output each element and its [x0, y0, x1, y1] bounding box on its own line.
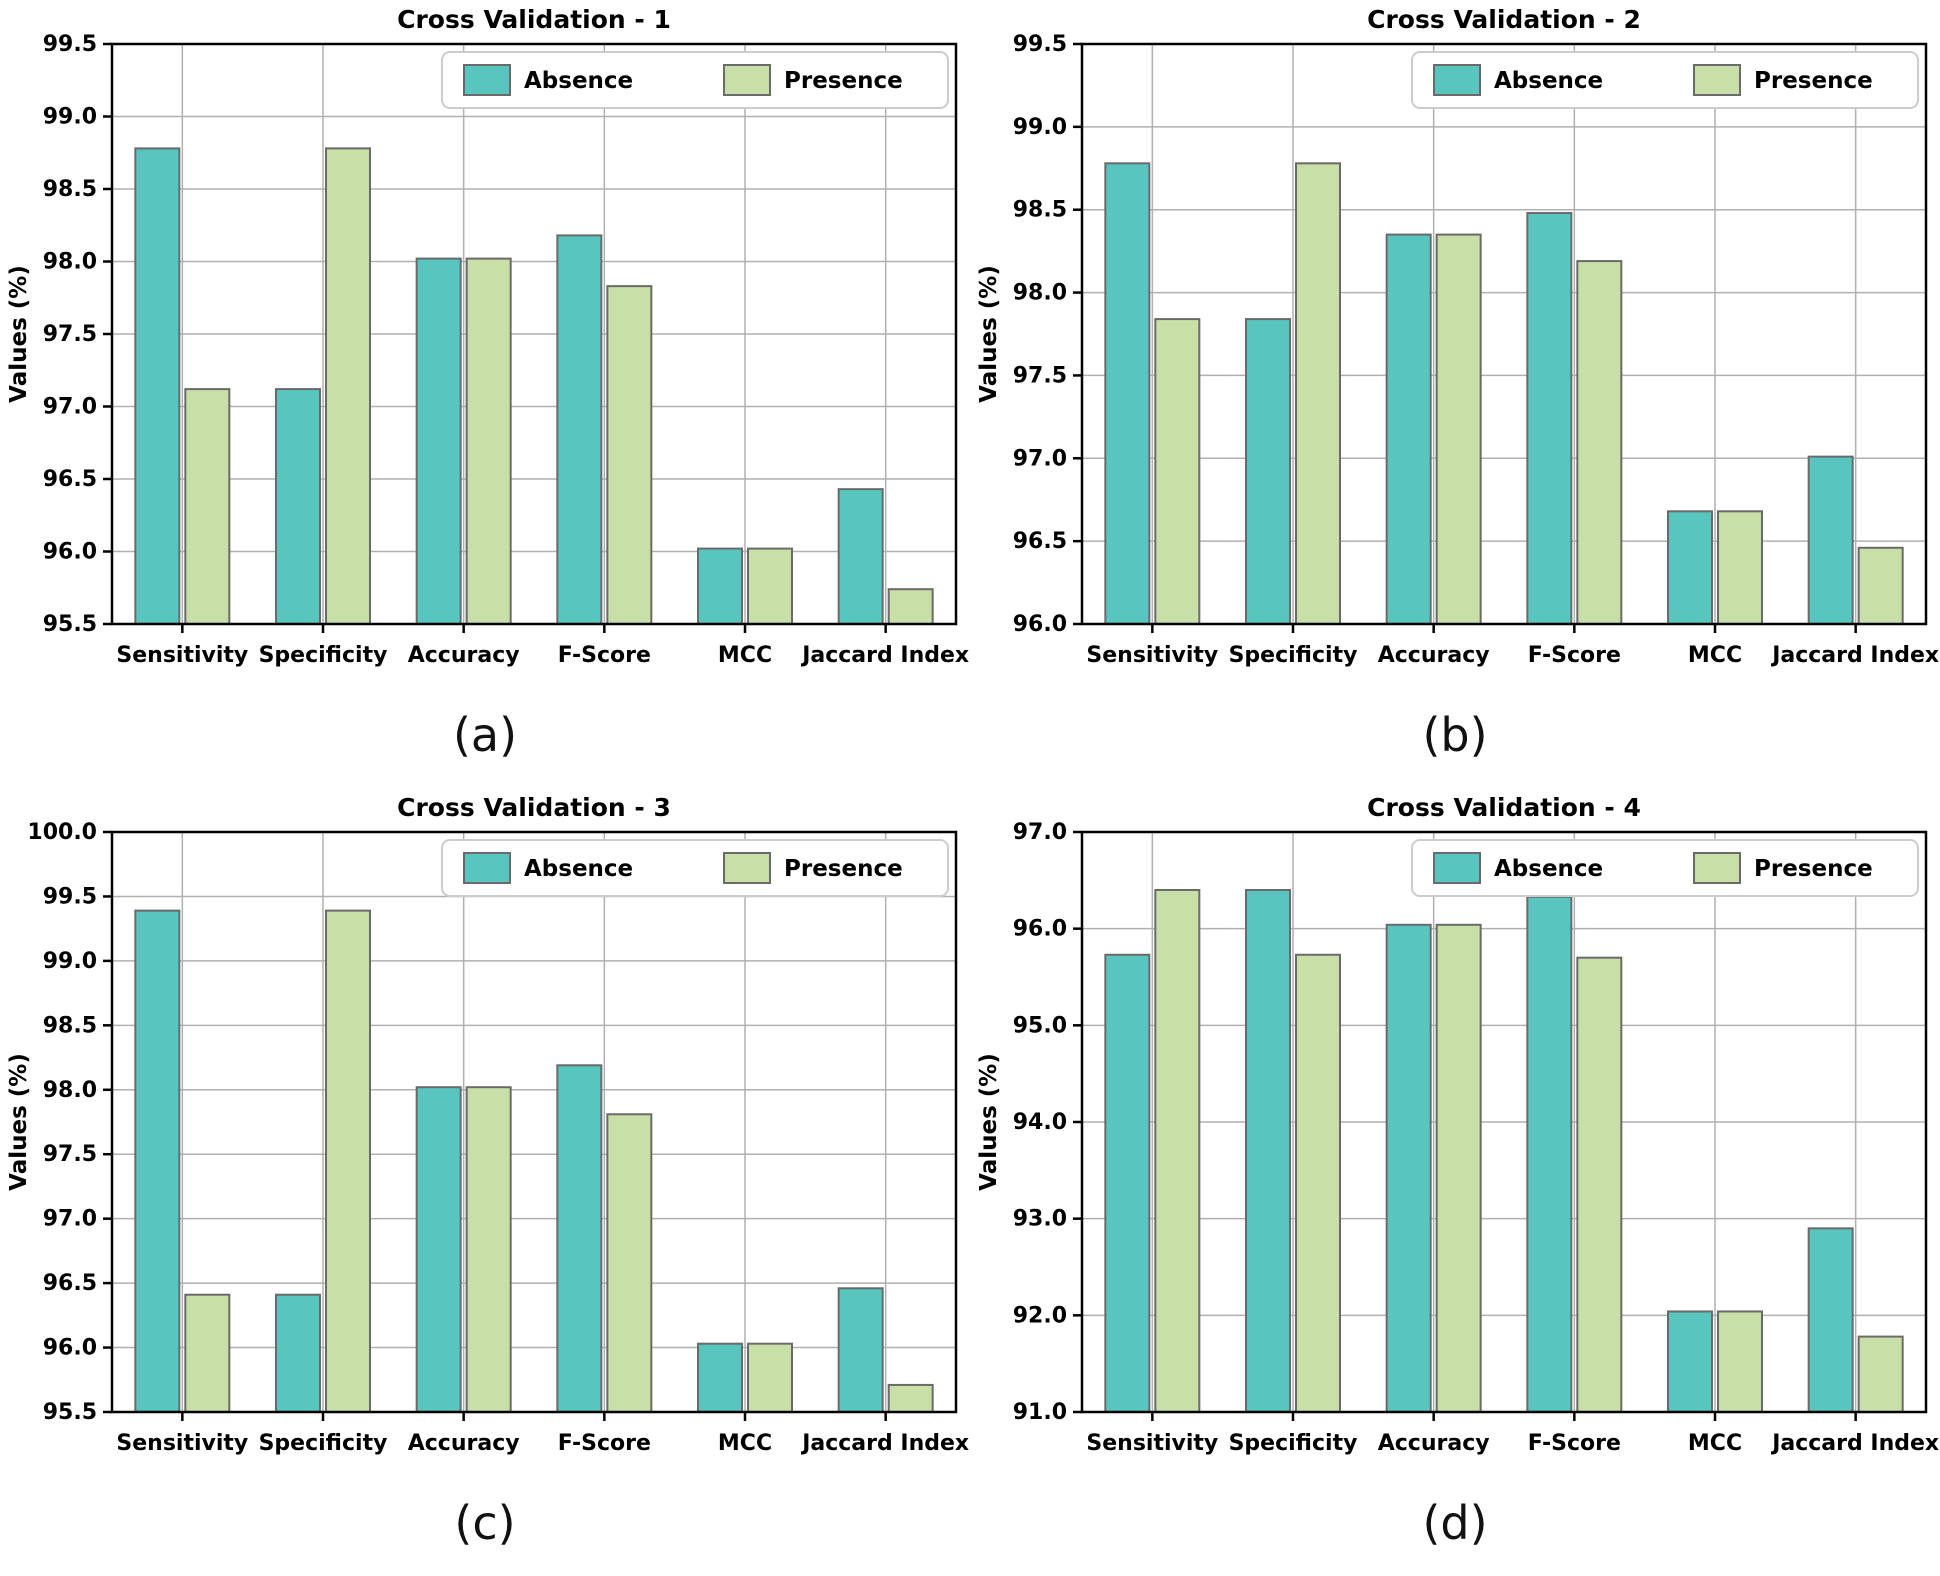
- chart-caption-a: (a): [452, 708, 518, 762]
- svg-text:98.0: 98.0: [43, 1078, 97, 1103]
- svg-text:Values (%): Values (%): [976, 1053, 1002, 1191]
- svg-text:Presence: Presence: [784, 856, 903, 882]
- svg-text:96.0: 96.0: [1013, 612, 1067, 637]
- svg-text:Values (%): Values (%): [6, 1053, 32, 1191]
- svg-text:MCC: MCC: [718, 1431, 772, 1456]
- svg-text:100.0: 100.0: [27, 820, 97, 845]
- svg-text:98.0: 98.0: [1013, 281, 1067, 306]
- svg-text:96.0: 96.0: [43, 540, 97, 565]
- svg-text:97.0: 97.0: [1013, 446, 1067, 471]
- svg-text:F-Score: F-Score: [1528, 1431, 1621, 1456]
- chart-caption-c: (c): [454, 1496, 516, 1550]
- svg-text:Accuracy: Accuracy: [408, 643, 520, 668]
- svg-text:Absence: Absence: [524, 68, 633, 94]
- svg-text:97.5: 97.5: [43, 322, 97, 347]
- svg-text:Sensitivity: Sensitivity: [116, 1431, 248, 1456]
- svg-text:99.5: 99.5: [43, 32, 97, 57]
- svg-text:Absence: Absence: [524, 856, 633, 882]
- svg-text:Presence: Presence: [1754, 856, 1873, 882]
- svg-text:Jaccard Index: Jaccard Index: [1770, 643, 1939, 668]
- chart-caption-b: (b): [1422, 708, 1488, 762]
- svg-text:Cross Validation - 3: Cross Validation - 3: [397, 793, 671, 822]
- bar-chart-cross-validation-2: 96.0 96.5 97.0 97.5 98.0 98.5 99.0 99.5 Sensitiv…: [976, 5, 1939, 668]
- chart-cell-b: 96.0 96.5 97.0 97.5 98.0 98.5 99.0 99.5 Sensitiv…: [970, 0, 1940, 788]
- svg-text:99.0: 99.0: [43, 949, 97, 974]
- svg-text:95.5: 95.5: [43, 612, 97, 637]
- svg-text:93.0: 93.0: [1013, 1207, 1067, 1232]
- svg-text:Jaccard Index: Jaccard Index: [800, 643, 969, 668]
- svg-text:Sensitivity: Sensitivity: [116, 643, 248, 668]
- svg-text:F-Score: F-Score: [1528, 643, 1621, 668]
- svg-text:Values (%): Values (%): [976, 265, 1002, 403]
- svg-text:Specificity: Specificity: [259, 643, 388, 668]
- svg-text:Presence: Presence: [784, 68, 903, 94]
- svg-text:96.5: 96.5: [43, 1271, 97, 1296]
- chart-caption-d: (d): [1422, 1496, 1488, 1550]
- svg-text:F-Score: F-Score: [558, 1431, 651, 1456]
- svg-text:F-Score: F-Score: [558, 643, 651, 668]
- svg-text:Jaccard Index: Jaccard Index: [800, 1431, 969, 1456]
- bar-chart-cross-validation-1: 95.5 96.0 96.5 97.0 97.5 98.0 98.5 99.0 99.5 Sens…: [6, 5, 969, 668]
- svg-text:91.0: 91.0: [1013, 1400, 1067, 1425]
- svg-text:Sensitivity: Sensitivity: [1086, 1431, 1218, 1456]
- svg-text:99.0: 99.0: [43, 105, 97, 130]
- svg-text:Cross Validation - 1: Cross Validation - 1: [397, 5, 671, 34]
- svg-text:Sensitivity: Sensitivity: [1086, 643, 1218, 668]
- svg-text:Accuracy: Accuracy: [1378, 643, 1490, 668]
- chart-cell-a: 95.5 96.0 96.5 97.0 97.5 98.0 98.5 99.0 99.5 Sens…: [0, 0, 970, 788]
- svg-text:96.5: 96.5: [1013, 529, 1067, 554]
- svg-text:MCC: MCC: [1688, 1431, 1742, 1456]
- svg-text:Specificity: Specificity: [1229, 1431, 1358, 1456]
- svg-text:Presence: Presence: [1754, 68, 1873, 94]
- chart-cell-c: 95.5 96.0 96.5 97.0 97.5 98.0 98.5 99.0 99.5 100.…: [0, 788, 970, 1576]
- svg-text:97.0: 97.0: [43, 395, 97, 420]
- bar-chart-cross-validation-4: 91.0 92.0 93.0 94.0 95.0 96.0 97.0 Sensitivity S…: [976, 793, 1939, 1456]
- svg-text:99.0: 99.0: [1013, 115, 1067, 140]
- svg-text:97.5: 97.5: [1013, 363, 1067, 388]
- svg-text:92.0: 92.0: [1013, 1303, 1067, 1328]
- svg-text:98.5: 98.5: [1013, 198, 1067, 223]
- svg-text:99.5: 99.5: [43, 884, 97, 909]
- svg-text:96.0: 96.0: [1013, 917, 1067, 942]
- svg-text:95.0: 95.0: [1013, 1013, 1067, 1038]
- svg-text:Specificity: Specificity: [259, 1431, 388, 1456]
- svg-text:94.0: 94.0: [1013, 1110, 1067, 1135]
- svg-text:MCC: MCC: [1688, 643, 1742, 668]
- svg-text:MCC: MCC: [718, 643, 772, 668]
- svg-text:Accuracy: Accuracy: [408, 1431, 520, 1456]
- svg-text:Absence: Absence: [1494, 856, 1603, 882]
- svg-text:98.0: 98.0: [43, 250, 97, 275]
- svg-text:96.5: 96.5: [43, 467, 97, 492]
- svg-text:Cross Validation - 2: Cross Validation - 2: [1367, 5, 1641, 34]
- svg-text:96.0: 96.0: [43, 1336, 97, 1361]
- svg-text:Jaccard Index: Jaccard Index: [1770, 1431, 1939, 1456]
- svg-text:95.5: 95.5: [43, 1400, 97, 1425]
- svg-text:98.5: 98.5: [43, 177, 97, 202]
- svg-text:97.0: 97.0: [43, 1207, 97, 1232]
- svg-text:97.5: 97.5: [43, 1142, 97, 1167]
- svg-text:99.5: 99.5: [1013, 32, 1067, 57]
- svg-text:97.0: 97.0: [1013, 820, 1067, 845]
- svg-text:Values (%): Values (%): [6, 265, 32, 403]
- svg-text:98.5: 98.5: [43, 1013, 97, 1038]
- svg-text:Cross Validation - 4: Cross Validation - 4: [1367, 793, 1641, 822]
- chart-cell-d: 91.0 92.0 93.0 94.0 95.0 96.0 97.0 Sensitivity S…: [970, 788, 1940, 1576]
- bar-chart-cross-validation-3: 95.5 96.0 96.5 97.0 97.5 98.0 98.5 99.0 99.5 100.…: [6, 793, 969, 1456]
- svg-text:Accuracy: Accuracy: [1378, 1431, 1490, 1456]
- svg-text:Absence: Absence: [1494, 68, 1603, 94]
- svg-text:Specificity: Specificity: [1229, 643, 1358, 668]
